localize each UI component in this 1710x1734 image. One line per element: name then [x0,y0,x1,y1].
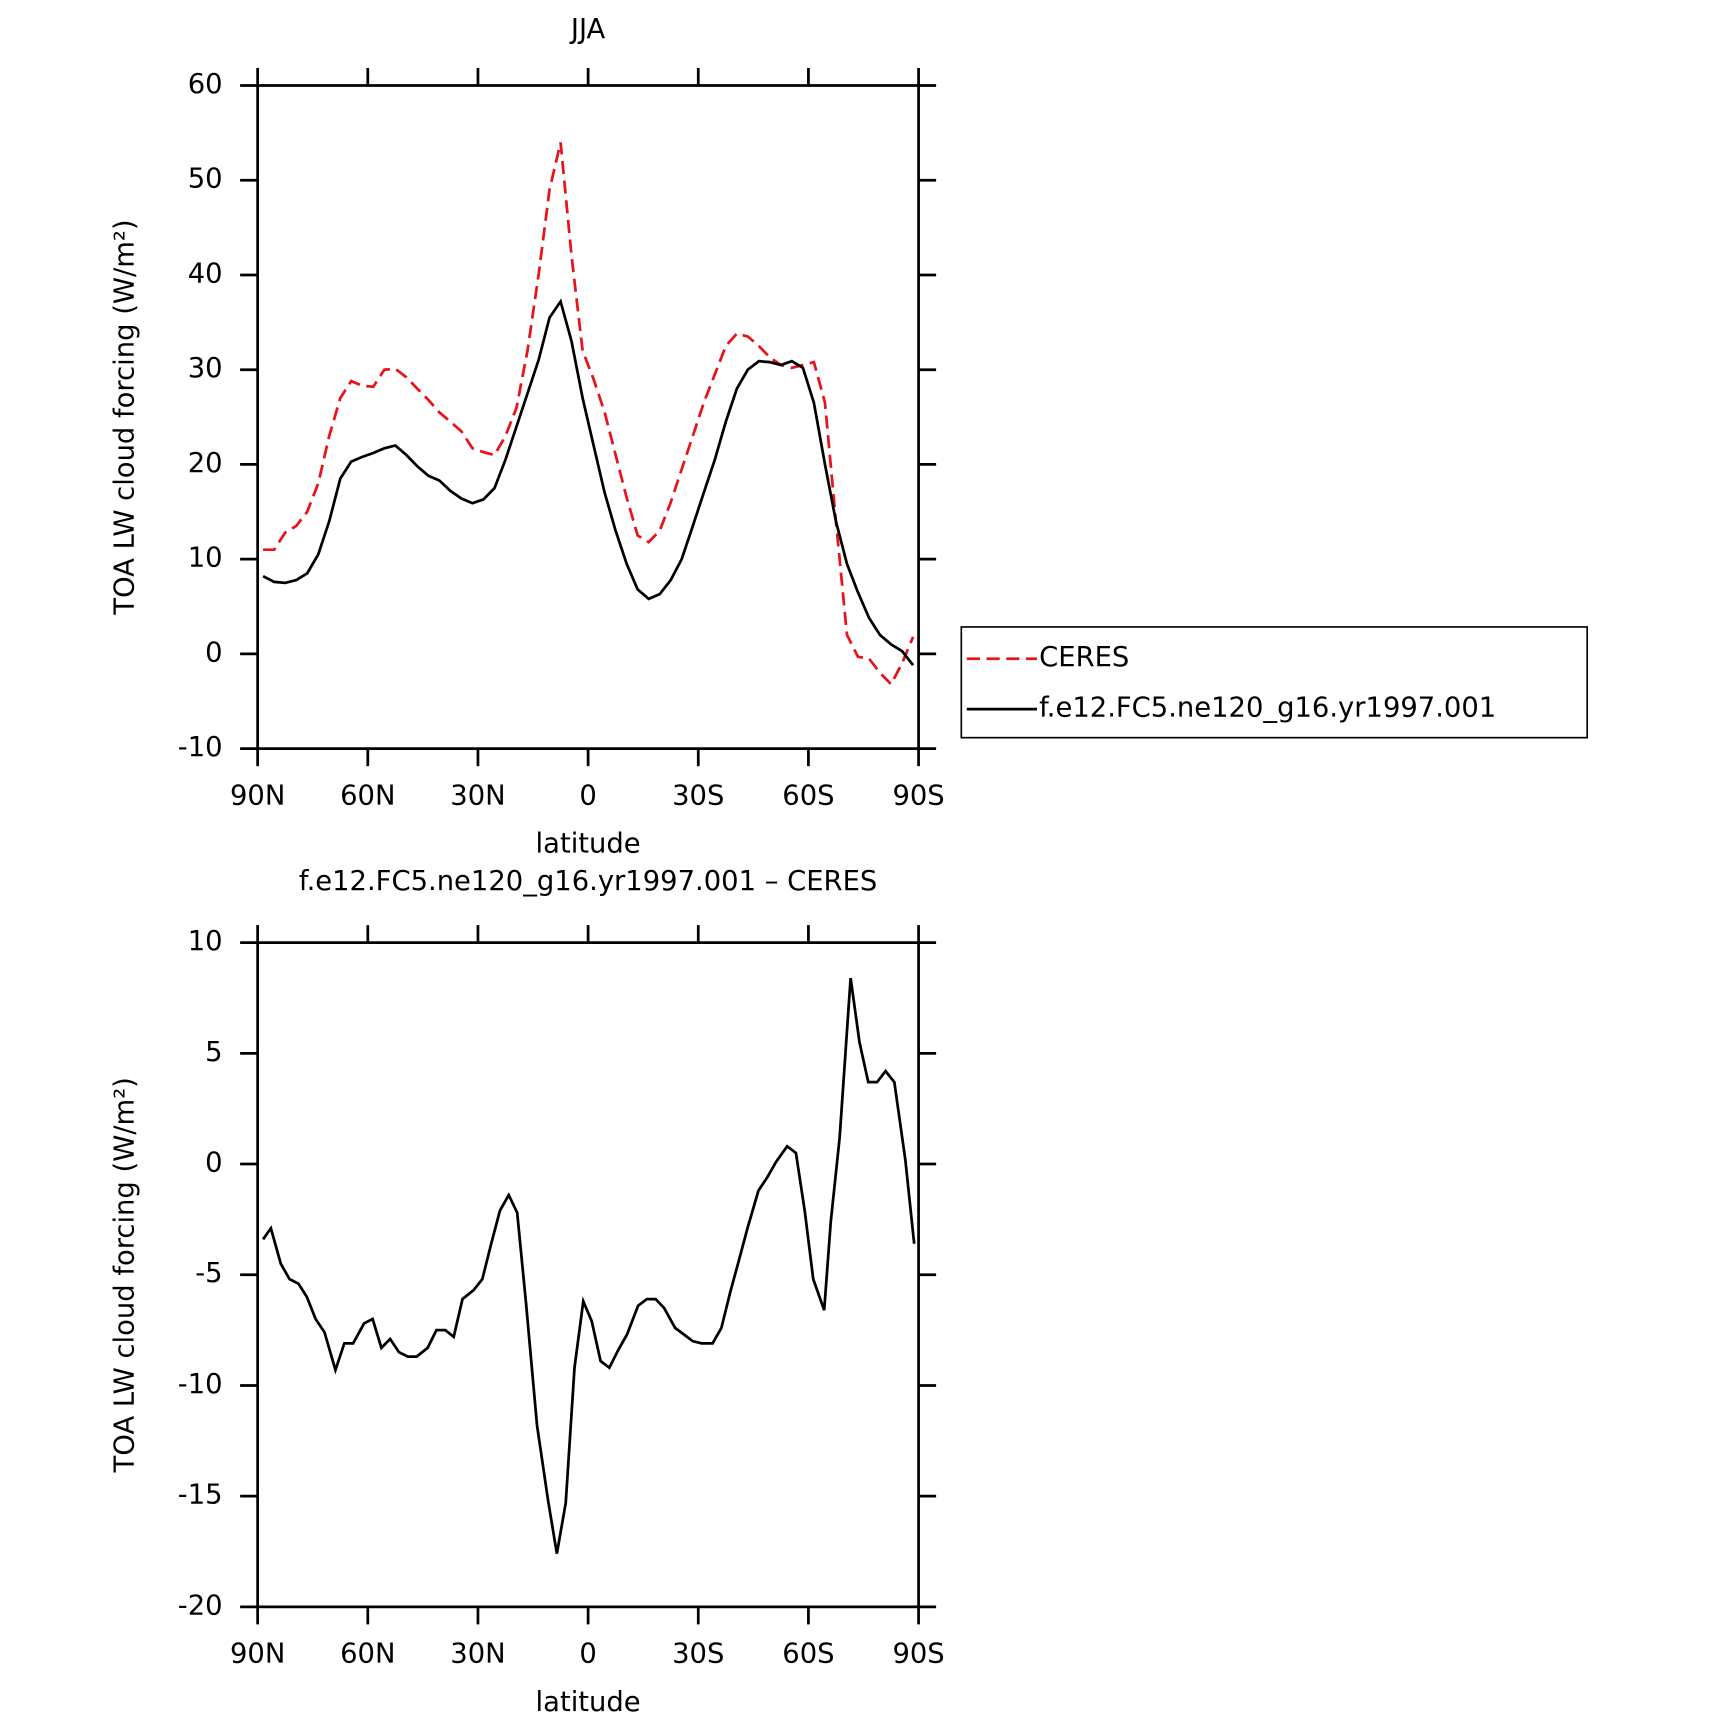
y-tick-label: 5 [205,1037,222,1068]
y-tick-label: -5 [195,1258,222,1289]
data-line [261,977,916,1554]
y-tick-label: 10 [188,543,223,574]
y-tick-label: 40 [188,258,223,289]
legend-label: f.e12.FC5.ne120_g16.yr1997.001 [1039,693,1496,724]
y-tick-label: 10 [188,926,223,957]
y-tick-label: -10 [178,1369,223,1400]
plot-frame [256,941,920,1609]
x-tick-label: 60S [782,1639,834,1670]
x-tick-label: 90N [230,1639,285,1670]
y-tick-label: 50 [188,164,223,195]
x-axis-label: latitude [536,1687,641,1718]
y-tick-label: 20 [188,448,223,479]
y-tick-label: 0 [205,1148,222,1179]
x-tick-label: 30S [672,1639,724,1670]
y-axis-label: TOA LW cloud forcing (W/m²) [110,1077,141,1473]
x-tick-label: 0 [579,1639,596,1670]
legend-box [960,626,1589,739]
y-tick-label: 30 [188,353,223,384]
x-tick-label: 60N [340,780,395,811]
data-line [263,142,915,687]
x-tick-label: 30S [672,780,724,811]
y-tick-label: 0 [205,637,222,668]
x-tick-label: 90N [230,780,285,811]
x-axis-label: latitude [536,829,641,860]
x-tick-label: 90S [892,780,944,811]
legend-label: CERES [1039,642,1129,673]
x-tick-label: 30N [450,780,505,811]
y-tick-label: 60 [188,69,223,100]
y-tick-label: -10 [178,732,223,763]
y-tick-label: -15 [178,1480,223,1511]
chart-title: f.e12.FC5.ne120_g16.yr1997.001 – CERES [299,866,877,897]
data-line [262,298,915,667]
x-tick-label: 60S [782,780,834,811]
chart-title: JJA [569,14,606,45]
x-tick-label: 0 [579,780,596,811]
y-axis-label: TOA LW cloud forcing (W/m²) [110,219,141,615]
y-tick-label: -20 [178,1590,223,1621]
x-tick-label: 30N [450,1639,505,1670]
x-tick-label: 60N [340,1639,395,1670]
x-tick-label: 90S [892,1639,944,1670]
